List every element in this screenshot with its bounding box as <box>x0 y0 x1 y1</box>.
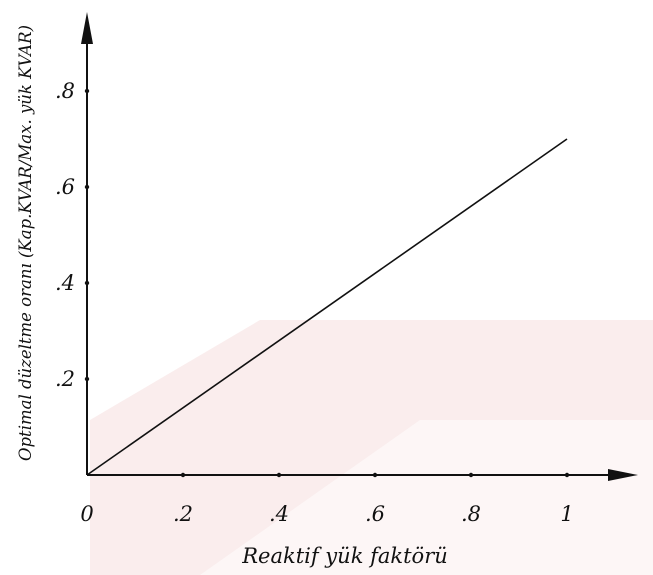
watermark-shape <box>90 320 653 575</box>
y-tick-mark-2 <box>84 184 90 190</box>
x-tick-label-1: .2 <box>173 502 193 526</box>
x-tick-label-4: .8 <box>461 502 481 526</box>
x-tick-label-0: 0 <box>80 502 93 526</box>
x-tick-mark-3 <box>372 472 378 478</box>
x-tick-mark-5 <box>564 472 570 478</box>
x-axis-title: Reaktif yük faktörü <box>241 544 448 568</box>
y-axis-title: Optimal düzeltme oranı (Kap.KVAR/Max. yü… <box>16 25 35 461</box>
y-tick-mark-3 <box>84 88 90 94</box>
y-tick-mark-1 <box>84 280 90 286</box>
series-group <box>86 138 568 476</box>
y-tick-label-0: .2 <box>55 367 75 391</box>
watermark-gap <box>200 420 653 575</box>
x-tick-mark-4 <box>468 472 474 478</box>
x-axis-ticks: 0 .2 .4 .6 .8 1 <box>80 472 574 526</box>
x-tick-label-2: .4 <box>269 502 289 526</box>
y-axis-arrowhead <box>81 12 93 44</box>
x-axis-arrowhead <box>608 469 638 481</box>
y-tick-label-2: .6 <box>55 175 75 199</box>
y-tick-mark-0 <box>84 376 90 382</box>
x-tick-mark-1 <box>180 472 186 478</box>
series-line-0 <box>86 138 568 476</box>
y-axis-ticks: .2 .4 .6 .8 <box>55 79 90 391</box>
y-tick-label-3: .8 <box>55 79 75 103</box>
x-tick-label-5: 1 <box>560 502 573 526</box>
x-tick-mark-2 <box>276 472 282 478</box>
y-tick-label-1: .4 <box>55 271 75 295</box>
x-tick-label-3: .6 <box>365 502 385 526</box>
